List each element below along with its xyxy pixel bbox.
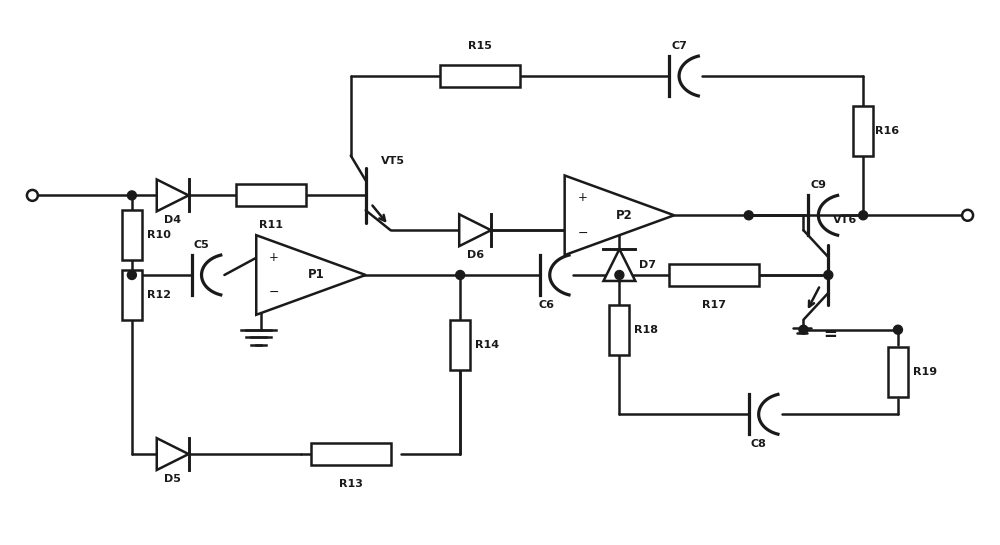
Circle shape — [127, 191, 136, 200]
Circle shape — [615, 270, 624, 280]
Circle shape — [799, 325, 808, 334]
Text: VT6: VT6 — [833, 215, 858, 225]
Bar — [609, 305, 629, 355]
Text: −: − — [269, 286, 279, 299]
Text: C6: C6 — [539, 300, 555, 310]
Text: +: + — [578, 191, 588, 204]
Text: P2: P2 — [616, 209, 633, 222]
Text: P1: P1 — [308, 269, 324, 281]
Text: D6: D6 — [467, 250, 484, 260]
Polygon shape — [565, 175, 674, 255]
Text: =: = — [823, 326, 837, 344]
Circle shape — [456, 270, 465, 280]
Circle shape — [824, 270, 833, 280]
Text: +: + — [269, 251, 279, 264]
Polygon shape — [459, 214, 491, 246]
Bar — [888, 347, 908, 397]
Text: VT5: VT5 — [381, 155, 405, 166]
Text: R12: R12 — [147, 290, 171, 300]
Text: C9: C9 — [810, 180, 826, 190]
Bar — [122, 270, 142, 320]
Circle shape — [744, 211, 753, 220]
Text: R16: R16 — [875, 126, 899, 136]
Polygon shape — [603, 249, 635, 281]
Text: R14: R14 — [475, 340, 499, 350]
Text: R13: R13 — [339, 479, 363, 489]
Text: D4: D4 — [164, 215, 181, 225]
Bar — [311, 443, 391, 465]
Polygon shape — [157, 179, 189, 211]
Bar — [853, 106, 873, 156]
Text: D5: D5 — [164, 474, 181, 484]
Text: R18: R18 — [634, 325, 658, 335]
Circle shape — [962, 210, 973, 221]
Bar — [236, 184, 306, 207]
Circle shape — [859, 211, 868, 220]
Bar — [450, 320, 470, 370]
Circle shape — [893, 325, 902, 334]
Text: C7: C7 — [671, 41, 687, 51]
Bar — [669, 264, 759, 286]
Text: R17: R17 — [702, 300, 726, 310]
Text: −: − — [577, 227, 588, 240]
Circle shape — [127, 270, 136, 280]
Circle shape — [27, 190, 38, 201]
Text: R10: R10 — [147, 230, 171, 240]
Bar — [122, 210, 142, 260]
Text: D7: D7 — [639, 260, 656, 270]
Text: R15: R15 — [468, 41, 492, 51]
Polygon shape — [256, 235, 366, 315]
Text: R19: R19 — [913, 367, 937, 377]
Text: R11: R11 — [259, 220, 283, 230]
Polygon shape — [157, 438, 189, 470]
Bar — [440, 65, 520, 87]
Text: C5: C5 — [194, 240, 209, 250]
Text: C8: C8 — [751, 439, 767, 449]
